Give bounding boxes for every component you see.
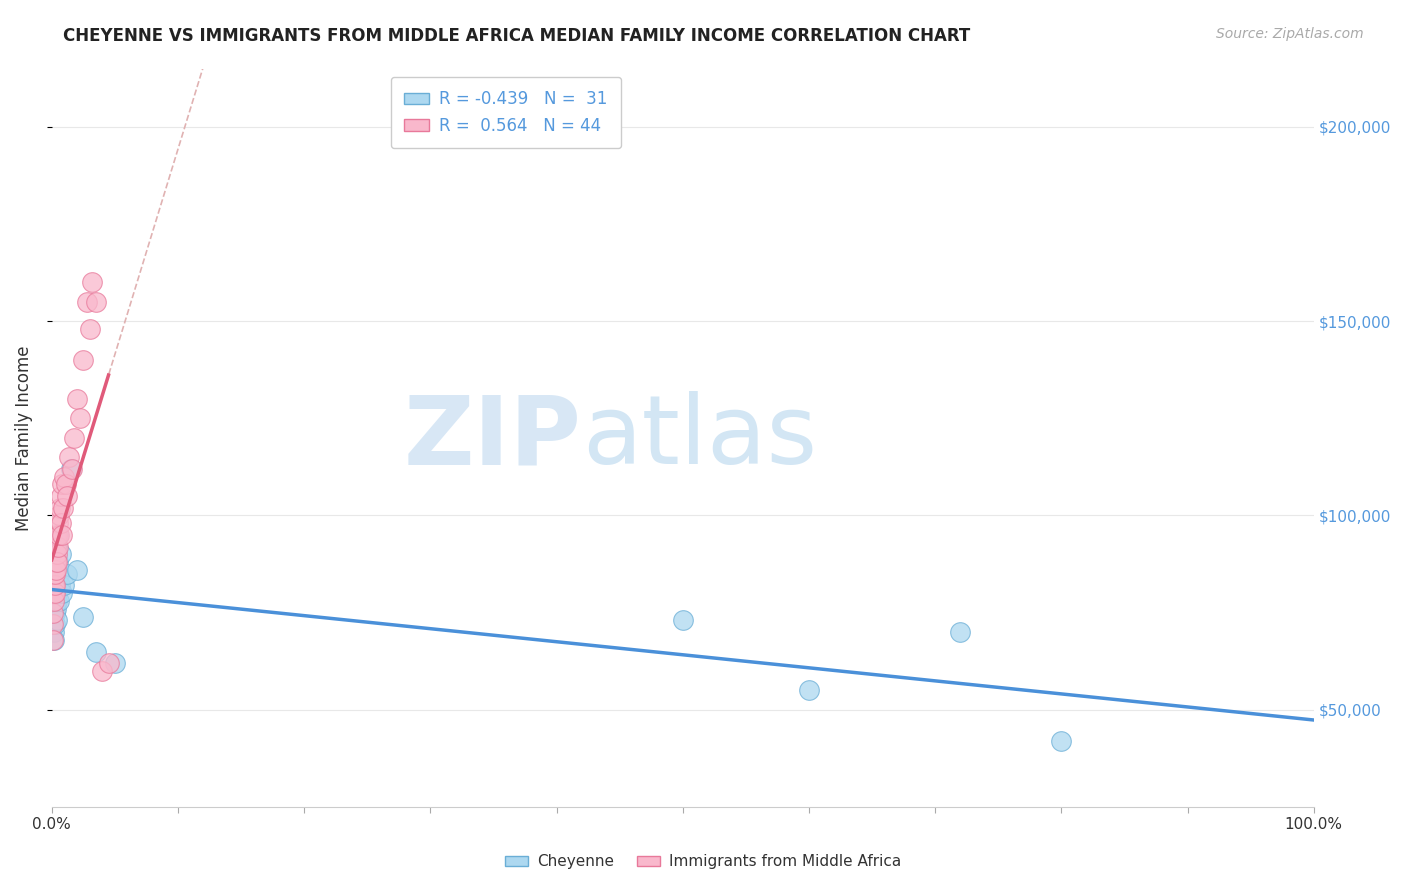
Point [104, 656, 127, 670]
Point [76, 294, 98, 309]
Text: atlas: atlas [582, 392, 817, 484]
Point [44, 578, 66, 592]
Point [46, 516, 69, 531]
Point [46, 528, 69, 542]
Point [52, 500, 75, 515]
Point [72, 353, 94, 368]
Point [48, 566, 70, 581]
Point [672, 614, 695, 628]
Text: Source: ZipAtlas.com: Source: ZipAtlas.com [1216, 27, 1364, 41]
Point [45, 540, 67, 554]
Point [44, 606, 66, 620]
Point [49, 547, 72, 561]
Point [42, 586, 65, 600]
Point [48, 528, 70, 542]
Point [79, 322, 101, 336]
Point [42, 632, 65, 647]
Point [42, 578, 65, 592]
Point [59, 462, 82, 476]
Point [46, 540, 69, 554]
Point [84, 294, 107, 309]
Point [797, 683, 820, 698]
Point [44, 566, 66, 581]
Point [56, 489, 79, 503]
Point [46, 594, 69, 608]
Legend: R = -0.439   N =  31, R =  0.564   N = 44: R = -0.439 N = 31, R = 0.564 N = 44 [391, 77, 621, 148]
Point [48, 508, 70, 523]
Point [42, 606, 65, 620]
Point [45, 601, 67, 615]
Point [42, 617, 65, 632]
Point [53, 578, 76, 592]
Point [82, 275, 104, 289]
Point [51, 489, 73, 503]
Point [46, 555, 69, 569]
Point [44, 632, 66, 647]
Point [44, 555, 66, 569]
Point [45, 566, 67, 581]
Point [45, 614, 67, 628]
Point [56, 566, 79, 581]
Point [44, 547, 66, 561]
Point [44, 578, 66, 592]
Point [44, 617, 66, 632]
Point [91, 664, 114, 678]
Point [51, 586, 73, 600]
Point [51, 528, 73, 542]
Point [44, 586, 66, 600]
Point [69, 411, 91, 425]
Point [84, 644, 107, 658]
Point [42, 586, 65, 600]
Point [60, 462, 83, 476]
Point [1050, 734, 1073, 748]
Point [45, 528, 67, 542]
Point [48, 594, 70, 608]
Point [44, 594, 66, 608]
Point [53, 469, 76, 483]
Point [58, 450, 80, 465]
Point [49, 500, 72, 515]
Point [66, 563, 89, 577]
Point [45, 586, 67, 600]
Point [46, 528, 69, 542]
Point [66, 392, 89, 406]
Point [49, 516, 72, 531]
Point [72, 609, 94, 624]
Point [44, 594, 66, 608]
Point [46, 555, 69, 569]
Point [51, 477, 73, 491]
Text: CHEYENNE VS IMMIGRANTS FROM MIDDLE AFRICA MEDIAN FAMILY INCOME CORRELATION CHART: CHEYENNE VS IMMIGRANTS FROM MIDDLE AFRIC… [63, 27, 970, 45]
Point [97, 656, 120, 670]
Legend: Cheyenne, Immigrants from Middle Africa: Cheyenne, Immigrants from Middle Africa [499, 848, 907, 875]
Point [45, 563, 67, 577]
Point [949, 625, 972, 640]
Point [45, 547, 67, 561]
Point [46, 540, 69, 554]
Y-axis label: Median Family Income: Median Family Income [15, 345, 32, 531]
Point [42, 625, 65, 640]
Text: ZIP: ZIP [404, 392, 582, 484]
Point [55, 477, 77, 491]
Point [44, 555, 66, 569]
Point [49, 578, 72, 592]
Point [44, 566, 66, 581]
Point [63, 431, 86, 445]
